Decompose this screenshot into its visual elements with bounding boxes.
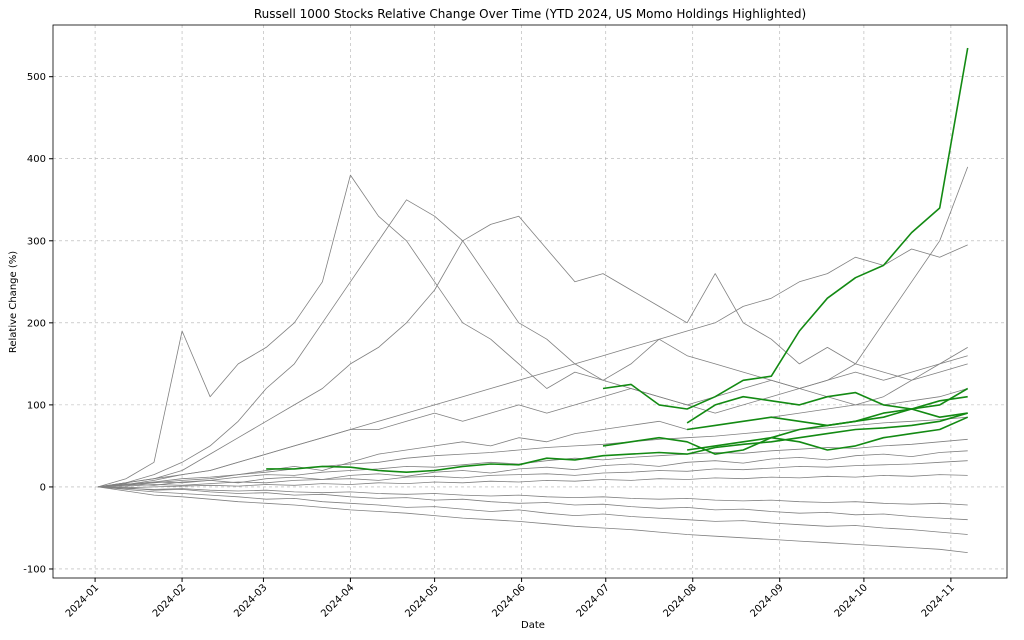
x-tick-label: 2024-05 [403,582,440,619]
x-tick-label: 2024-09 [749,582,786,619]
x-tick-label: 2024-10 [833,582,870,619]
series-line [97,486,968,506]
series-line [97,416,968,488]
y-tick-label: 400 [27,154,46,165]
series-line [686,416,969,451]
y-tick-label: 100 [27,400,46,411]
x-tick-label: 2024-04 [319,582,356,619]
series-line [97,438,968,488]
series-line [97,486,968,553]
series-line [97,460,968,488]
y-tick-label: 200 [27,318,46,329]
series-line [602,47,969,410]
x-tick-label: 2024-07 [575,582,612,619]
x-tick-label: 2024-03 [232,582,269,619]
series-line [97,474,968,489]
x-tick-label: 2024-06 [490,582,527,619]
y-tick-label: 300 [27,236,46,247]
x-axis-label: Date [521,620,545,631]
y-tick-label: -100 [23,564,46,575]
x-tick-label: 2024-11 [920,582,957,619]
series-line [686,408,968,431]
lines [97,47,969,553]
chart-title: Russell 1000 Stocks Relative Change Over… [254,7,806,21]
series-line [97,215,968,488]
series-line [97,388,968,488]
y-tick-label: 0 [40,482,46,493]
x-tick-label: 2024-01 [64,582,101,619]
plot-frame [52,24,1008,579]
series-line [97,486,968,521]
series-line [97,199,968,488]
x-tick-label: 2024-02 [151,582,188,619]
series-line [97,355,968,488]
series-line [97,244,968,488]
series-line [97,486,968,535]
y-axis-label: Relative Change (%) [8,251,19,353]
y-tick-label: 500 [27,72,46,83]
series-line [97,450,968,488]
series-line [266,412,968,473]
x-tick-label: 2024-08 [662,582,699,619]
series-line [686,391,968,424]
series-line [97,166,969,488]
grid [53,25,1007,578]
ticks: -100 0 100 200 300 400 500 2024-01 2024-02 2024-0… [23,72,957,619]
